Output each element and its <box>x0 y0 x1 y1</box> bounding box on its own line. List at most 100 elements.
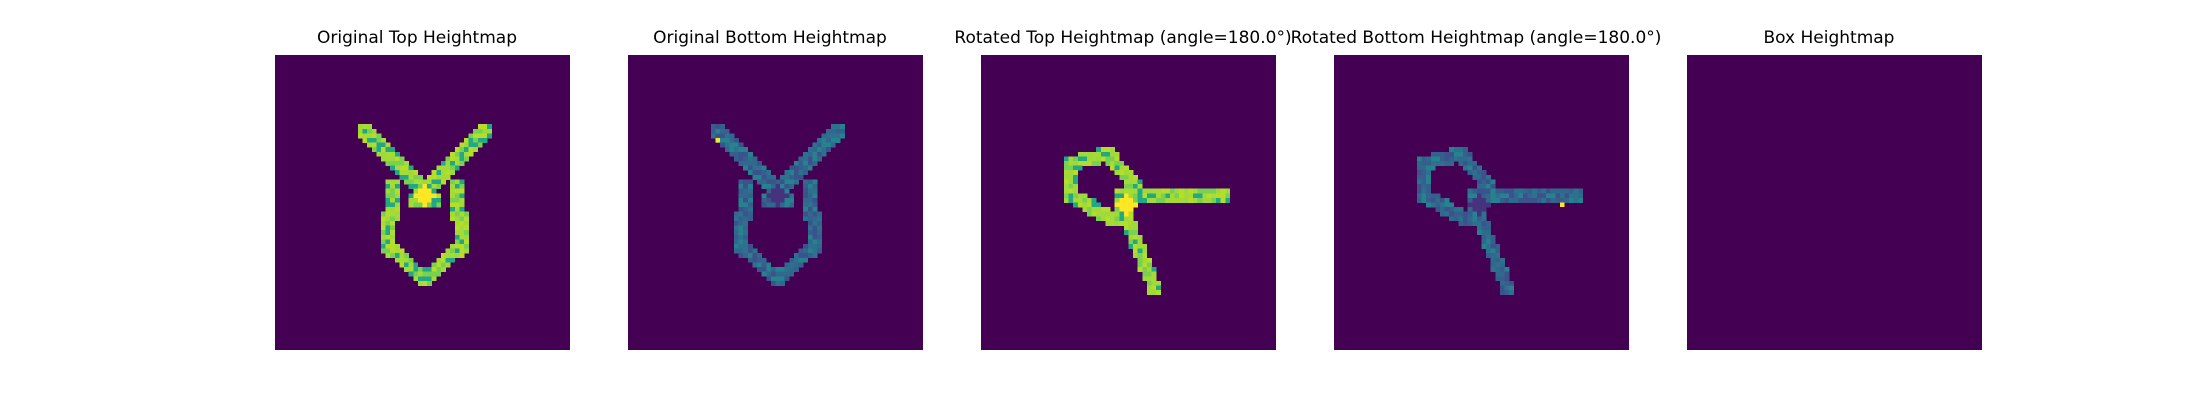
heatmap-cell <box>454 179 460 185</box>
heatmap-cell <box>390 188 396 194</box>
heatmap-cell <box>394 216 400 222</box>
heatmap-cell <box>463 234 469 240</box>
heatmap-cell <box>738 211 744 217</box>
heatmap-cell <box>413 188 419 194</box>
heatmap-cell <box>1463 165 1468 171</box>
heatmap-cell <box>1481 239 1487 245</box>
heatmap-cell <box>798 262 804 268</box>
heatmap-cell <box>1128 197 1134 203</box>
heatmap-cell <box>1142 248 1148 254</box>
heatmap-cell <box>450 216 456 222</box>
heatmap-cell <box>1495 253 1501 259</box>
heatmap-cell <box>816 248 822 254</box>
heatmap-cell <box>1123 197 1129 203</box>
heatmap-cell <box>720 128 726 134</box>
heatmap-cell <box>1193 193 1198 199</box>
heatmap-cell <box>1518 197 1524 203</box>
heatmap-cell <box>734 239 739 245</box>
heatmap-cell <box>1151 193 1157 199</box>
heatmap-cell <box>385 161 391 166</box>
heatmap-cell <box>381 220 386 226</box>
heatmap-cell <box>1546 197 1551 203</box>
heatmap-cell <box>450 156 456 162</box>
heatmap-cell <box>835 133 841 139</box>
heatmap-cell <box>408 271 414 277</box>
heatmap-cell <box>1416 193 1422 199</box>
heatmap-cell <box>1091 151 1097 157</box>
heatmap-cell <box>770 174 776 180</box>
heatmap-cell <box>757 161 762 166</box>
heatmap-cell <box>1105 220 1111 226</box>
heatmap-cell <box>1499 267 1505 272</box>
heatmap-cell <box>816 216 822 222</box>
heatmap-cell <box>390 239 396 245</box>
heatmap-cell <box>807 147 813 153</box>
heatmap-cell <box>1449 151 1455 157</box>
heatmap-cell <box>408 267 414 272</box>
heatmap-cell <box>1137 184 1143 189</box>
heatmap-cell <box>775 193 781 199</box>
heatmap-cell <box>1513 193 1519 199</box>
heatmap-cell <box>413 267 419 272</box>
heatmap-cell <box>747 170 753 176</box>
heatmap-cell <box>1073 184 1079 189</box>
heatmap-cell <box>734 220 739 226</box>
heatmap-cell <box>1100 216 1106 222</box>
heatmap-cell <box>371 133 377 139</box>
heatmap-cell <box>1114 207 1120 213</box>
heatmap-cell <box>1499 193 1505 199</box>
heatmap-cell <box>738 188 744 194</box>
heatmap-cell <box>1063 170 1069 176</box>
heatmap-cell <box>816 147 822 153</box>
heatmap-cell <box>1179 193 1185 199</box>
heatmap-cell <box>394 179 400 185</box>
heatmap-cell <box>459 151 465 157</box>
heatmap-cell <box>793 174 799 180</box>
heatmap-cell <box>422 271 428 277</box>
heatmap-cell <box>715 124 721 130</box>
heatmap-cell <box>743 197 749 203</box>
heatmap-cell <box>1123 193 1129 199</box>
heatmap-cell <box>1467 161 1473 166</box>
heatmap-cell <box>752 253 758 259</box>
heatmap-cell <box>1481 188 1487 194</box>
heatmap-cell <box>1499 188 1505 194</box>
heatmap-cell <box>766 267 772 272</box>
heatmap-cell <box>436 267 442 272</box>
heatmap-cell <box>381 248 386 254</box>
heatmap-cell <box>459 202 465 208</box>
heatmap-cell <box>408 193 414 199</box>
heatmap-cell <box>450 207 456 213</box>
heatmap-cell <box>367 142 373 148</box>
heatmap-cell <box>1087 207 1092 213</box>
heatmap-cell <box>1463 156 1468 162</box>
heatmap-cell <box>1499 197 1505 203</box>
heatmap-cell <box>812 147 818 153</box>
heatmap-cell <box>1495 248 1501 254</box>
heatmap-cell <box>738 142 744 148</box>
heatmap-cell <box>454 216 460 222</box>
heatmap-cell <box>1073 202 1079 208</box>
heatmap-cell <box>1096 211 1102 217</box>
heatmap-cell <box>1486 197 1492 203</box>
heatmap-cell <box>780 271 786 277</box>
heatmap-cell <box>1156 285 1162 291</box>
heatmap-cell <box>1119 193 1125 199</box>
heatmap-cell <box>385 202 391 208</box>
heatmap-cell <box>440 267 446 272</box>
heatmap-cell <box>775 184 781 189</box>
heatmap-cell <box>1142 267 1148 272</box>
heatmap-cell <box>1128 230 1134 236</box>
heatmap-cell <box>1100 147 1106 153</box>
heatmap-cell <box>1546 188 1551 194</box>
heatmap-cell <box>394 161 400 166</box>
heatmap-cell <box>830 137 836 143</box>
heatmap-cell <box>445 253 451 259</box>
heatmap-cell <box>1532 188 1538 194</box>
heatmap-cell <box>1472 197 1478 203</box>
heatmap-cell <box>747 188 753 194</box>
heatmap-cell <box>399 161 405 166</box>
heatmap-cell <box>1206 197 1212 203</box>
heatmap-cell <box>766 197 772 203</box>
heatmap-cell <box>431 174 437 180</box>
